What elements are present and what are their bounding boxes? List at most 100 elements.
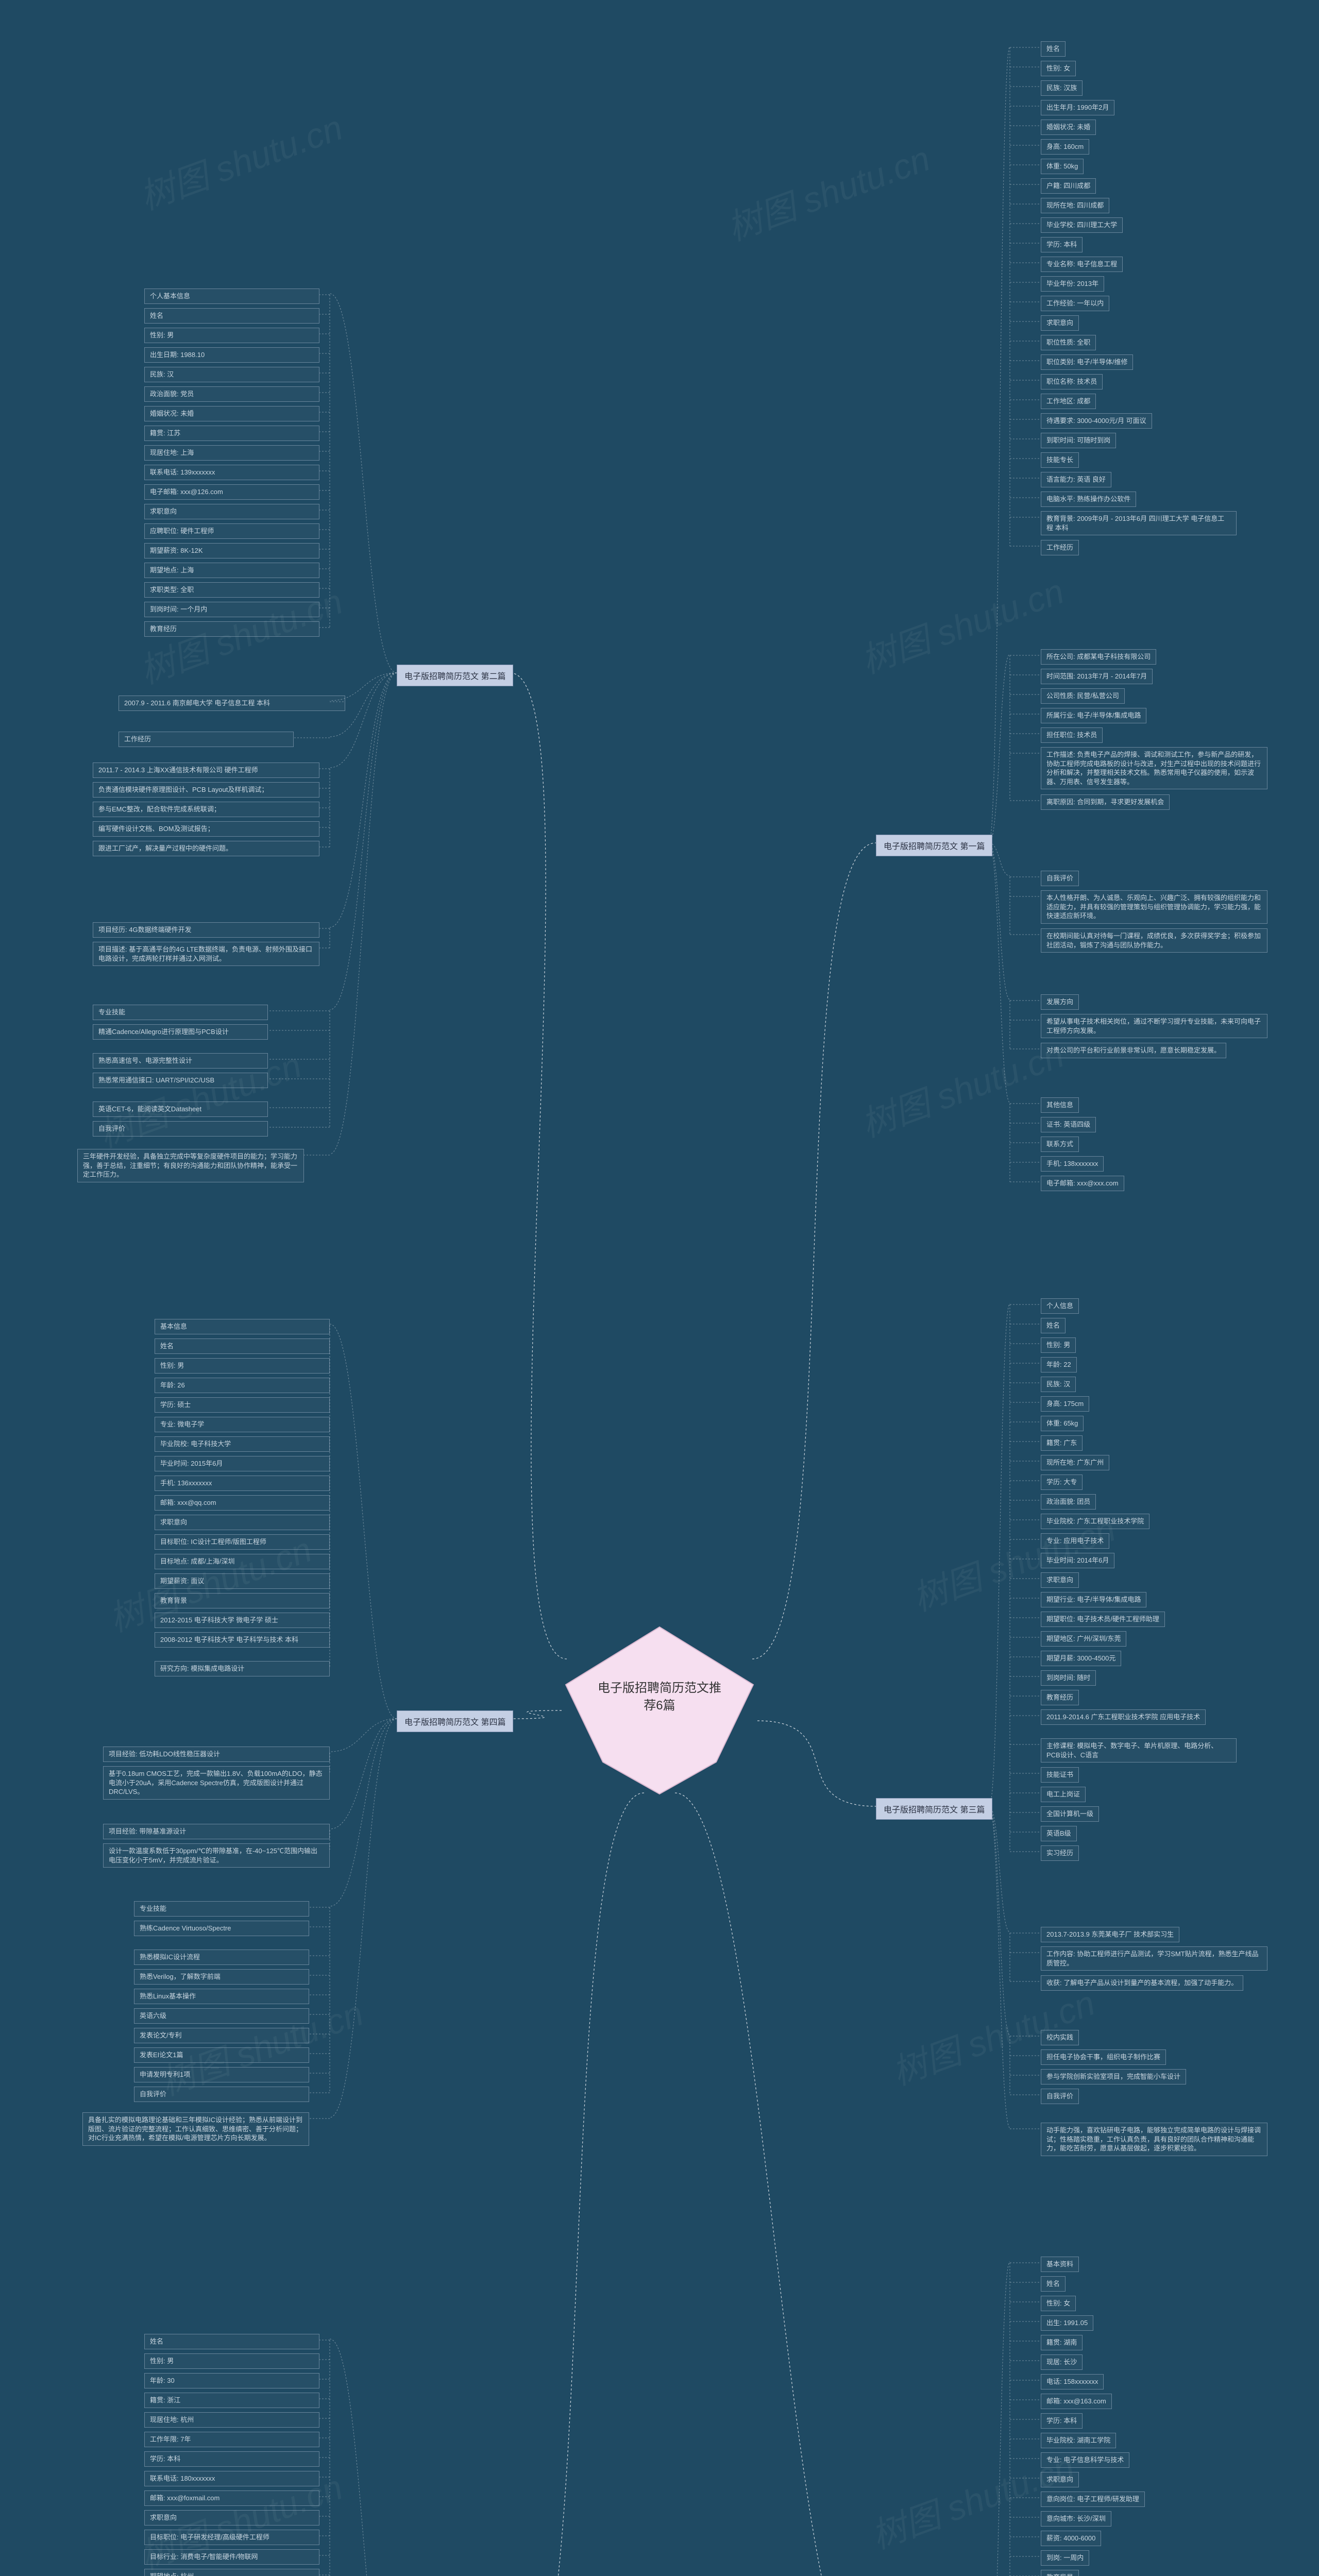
leaf-node: 手机: 138xxxxxxx xyxy=(1041,1156,1104,1172)
leaf-node: 求职意向 xyxy=(1041,1572,1079,1588)
watermark: 树图 shutu.cn xyxy=(853,563,1070,684)
leaf-node: 所属行业: 电子/半导体/集成电路 xyxy=(1041,708,1146,723)
leaf-node: 自我评价 xyxy=(1041,2089,1079,2104)
leaf-node: 应聘职位: 硬件工程师 xyxy=(144,523,319,539)
leaf-node: 到职时间: 可随时到岗 xyxy=(1041,433,1116,448)
leaf-node: 编写硬件设计文档、BOM及测试报告； xyxy=(93,821,319,837)
leaf-node: 项目经历: 4G数据终端硬件开发 xyxy=(93,922,319,938)
leaf-node: 婚姻状况: 未婚 xyxy=(1041,120,1096,135)
leaf-node: 手机: 136xxxxxxx xyxy=(155,1476,330,1491)
leaf-node: 时间范围: 2013年7月 - 2014年7月 xyxy=(1041,669,1153,684)
leaf-node: 三年硬件开发经验，具备独立完成中等复杂度硬件项目的能力；学习能力强，善于总结，注… xyxy=(77,1149,304,1182)
leaf-node: 身高: 175cm xyxy=(1041,1396,1089,1412)
leaf-node: 证书: 英语四级 xyxy=(1041,1117,1096,1132)
watermark: 树图 shutu.cn xyxy=(131,99,348,220)
leaf-node: 全国计算机一级 xyxy=(1041,1806,1099,1822)
leaf-node: 期望薪资: 8K-12K xyxy=(144,543,319,558)
leaf-node: 职位性质: 全职 xyxy=(1041,335,1096,350)
leaf-node: 毕业时间: 2015年6月 xyxy=(155,1456,330,1471)
leaf-node: 目标职位: 电子研发经理/高级硬件工程师 xyxy=(144,2530,319,2545)
leaf-node: 体重: 65kg xyxy=(1041,1416,1084,1431)
leaf-node: 姓名 xyxy=(1041,1318,1066,1333)
leaf-node: 自我评价 xyxy=(93,1121,268,1137)
leaf-node: 姓名 xyxy=(144,2334,319,2349)
leaf-node: 设计一款温度系数低于30ppm/℃的带隙基准，在-40~125℃范围内输出电压变… xyxy=(103,1843,330,1868)
leaf-node: 工作描述: 负责电子产品的焊接、调试和测试工作，参与新产品的研发，协助工程师完成… xyxy=(1041,747,1267,789)
leaf-node: 具备扎实的模拟电路理论基础和三年模拟IC设计经验；熟悉从前端设计到版图、流片验证… xyxy=(82,2112,309,2146)
leaf-node: 民族: 汉族 xyxy=(1041,80,1083,96)
leaf-node: 现居住地: 上海 xyxy=(144,445,319,461)
leaf-node: 求职意向 xyxy=(1041,2472,1079,2487)
leaf-node: 毕业年份: 2013年 xyxy=(1041,276,1104,292)
leaf-node: 熟悉Linux基本操作 xyxy=(134,1989,309,2004)
leaf-node: 技能专长 xyxy=(1041,452,1079,468)
leaf-node: 其他信息 xyxy=(1041,1097,1079,1113)
leaf-node: 负责通信模块硬件原理图设计、PCB Layout及样机调试； xyxy=(93,782,319,798)
leaf-node: 教育背景: 2009年9月 - 2013年6月 四川理工大学 电子信息工程 本科 xyxy=(1041,511,1237,535)
leaf-node: 工作地区: 成都 xyxy=(1041,394,1096,409)
leaf-node: 熟练Cadence Virtuoso/Spectre xyxy=(134,1921,309,1936)
leaf-node: 性别: 男 xyxy=(1041,1337,1076,1353)
leaf-node: 姓名 xyxy=(144,308,319,324)
leaf-node: 民族: 汉 xyxy=(144,367,319,382)
leaf-node: 期望薪资: 面议 xyxy=(155,1573,330,1589)
leaf-node: 姓名 xyxy=(1041,41,1066,57)
leaf-node: 学历: 本科 xyxy=(1041,2413,1083,2429)
leaf-node: 体重: 50kg xyxy=(1041,159,1084,174)
leaf-node: 收获: 了解电子产品从设计到量产的基本流程，加强了动手能力。 xyxy=(1041,1975,1243,1991)
leaf-node: 发表EI论文1篇 xyxy=(134,2047,309,2063)
branch-b4: 电子版招聘简历范文 第四篇 xyxy=(397,1710,513,1732)
leaf-node: 本人性格开朗、为人诚恳、乐观向上、兴趣广泛、拥有较强的组织能力和适应能力，并具有… xyxy=(1041,890,1267,924)
leaf-node: 希望从事电子技术相关岗位，通过不断学习提升专业技能，未来可向电子工程师方向发展。 xyxy=(1041,1014,1267,1038)
leaf-node: 熟悉Verilog，了解数字前端 xyxy=(134,1969,309,1985)
leaf-node: 政治面貌: 党员 xyxy=(144,386,319,402)
leaf-node: 学历: 硕士 xyxy=(155,1397,330,1413)
leaf-node: 婚姻状况: 未婚 xyxy=(144,406,319,421)
leaf-node: 实习经历 xyxy=(1041,1845,1079,1861)
leaf-node: 跟进工厂试产，解决量产过程中的硬件问题。 xyxy=(93,841,319,856)
leaf-node: 现居: 长沙 xyxy=(1041,2354,1083,2370)
leaf-node: 研究方向: 模拟集成电路设计 xyxy=(155,1661,330,1676)
leaf-node: 学历: 本科 xyxy=(144,2451,319,2467)
leaf-node: 到岗: 一周内 xyxy=(1041,2550,1089,2566)
leaf-node: 电工上岗证 xyxy=(1041,1787,1086,1802)
leaf-node: 公司性质: 民营/私营公司 xyxy=(1041,688,1125,704)
leaf-node: 工作经历 xyxy=(119,732,294,747)
branch-b3: 电子版招聘简历范文 第三篇 xyxy=(876,1798,992,1820)
leaf-node: 项目经验: 低功耗LDO线性稳压器设计 xyxy=(103,1747,330,1762)
leaf-node: 性别: 男 xyxy=(155,1358,330,1374)
leaf-node: 待遇要求: 3000-4000元/月 可面议 xyxy=(1041,413,1152,429)
leaf-node: 教育经历 xyxy=(144,621,319,637)
leaf-node: 工作经历 xyxy=(1041,540,1079,555)
leaf-node: 个人基本信息 xyxy=(144,289,319,304)
leaf-node: 学历: 本科 xyxy=(1041,237,1083,252)
leaf-node: 在校期间能认真对待每一门课程，成绩优良，多次获得奖学金；积极参加社团活动，锻炼了… xyxy=(1041,928,1267,953)
leaf-node: 出生: 1991.05 xyxy=(1041,2315,1093,2331)
leaf-node: 熟悉常用通信接口: UART/SPI/I2C/USB xyxy=(93,1073,268,1088)
leaf-node: 2007.9 - 2011.6 南京邮电大学 电子信息工程 本科 xyxy=(119,696,345,711)
leaf-node: 动手能力强，喜欢钻研电子电路，能够独立完成简单电路的设计与焊接调试；性格踏实稳重… xyxy=(1041,2123,1267,2156)
leaf-node: 性别: 女 xyxy=(1041,2296,1076,2311)
leaf-node: 2012-2015 电子科技大学 微电子学 硕士 xyxy=(155,1613,330,1628)
leaf-node: 电话: 158xxxxxxx xyxy=(1041,2374,1104,2389)
leaf-node: 姓名 xyxy=(155,1338,330,1354)
leaf-node: 联系电话: 180xxxxxxx xyxy=(144,2471,319,2486)
leaf-node: 教育背景 xyxy=(155,1593,330,1608)
leaf-node: 电脑水平: 熟练操作办公软件 xyxy=(1041,492,1136,507)
leaf-node: 目标地点: 成都/上海/深圳 xyxy=(155,1554,330,1569)
leaf-node: 姓名 xyxy=(1041,2276,1066,2292)
leaf-node: 教育背景 xyxy=(1041,2570,1079,2576)
leaf-node: 到岗时间: 随时 xyxy=(1041,1670,1096,1686)
leaf-node: 2008-2012 电子科技大学 电子科学与技术 本科 xyxy=(155,1632,330,1648)
leaf-node: 期望月薪: 3000-4500元 xyxy=(1041,1651,1121,1666)
leaf-node: 毕业时间: 2014年6月 xyxy=(1041,1553,1114,1568)
leaf-node: 年龄: 26 xyxy=(155,1378,330,1393)
leaf-node: 求职意向 xyxy=(155,1515,330,1530)
center-node: 电子版招聘简历范文推荐6篇 xyxy=(562,1623,757,1798)
leaf-node: 期望地点: 杭州 xyxy=(144,2569,319,2576)
leaf-node: 项目描述: 基于高通平台的4G LTE数据终端，负责电源、射频外围及接口电路设计… xyxy=(93,942,319,966)
leaf-node: 语言能力: 英语 良好 xyxy=(1041,472,1111,487)
leaf-node: 电子邮箱: xxx@xxx.com xyxy=(1041,1176,1124,1191)
leaf-node: 求职意向 xyxy=(144,504,319,519)
leaf-node: 籍贯: 广东 xyxy=(1041,1435,1083,1451)
